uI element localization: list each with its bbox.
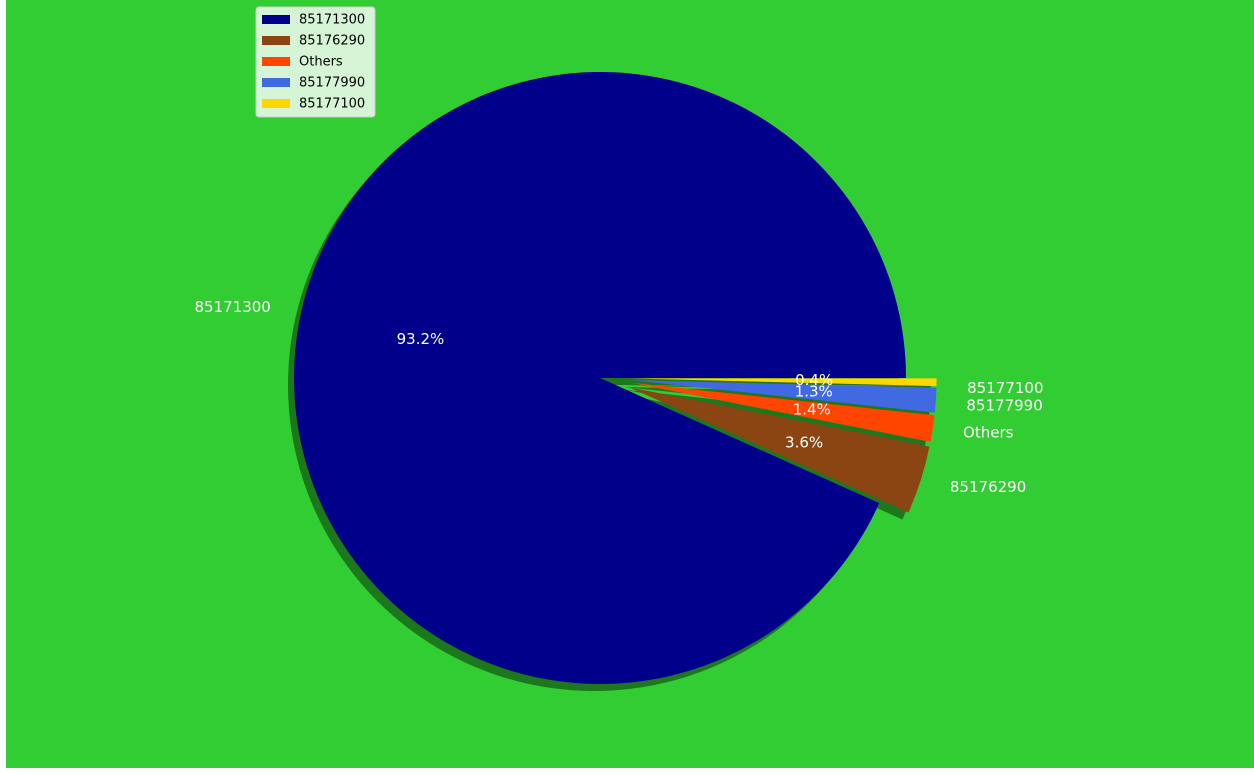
pie-slice-85177990 — [630, 380, 937, 413]
slice-percent-label: 3.6% — [785, 433, 823, 451]
slice-label: Others — [963, 424, 1014, 442]
legend-label: Others — [299, 55, 343, 70]
legend-label: 85177990 — [299, 76, 365, 91]
slice-label: 85177990 — [966, 397, 1042, 415]
legend-label: 85177100 — [299, 97, 365, 112]
pie-slice-85171300 — [294, 72, 907, 685]
legend-swatch — [262, 99, 290, 108]
pie-chart: 85171300 93.2% 85176290 3.6% Others 1.4% 85177… — [6, 0, 1254, 768]
legend-box — [255, 6, 376, 118]
pie-slice-85176290 — [629, 387, 930, 513]
pie-slice-85177100 — [630, 378, 937, 387]
slice-percent-label: 0.4% — [795, 371, 833, 389]
pie-slice-others — [630, 382, 935, 442]
chart-canvas: 85171300 93.2% 85176290 3.6% Others 1.4% 85177… — [6, 0, 1254, 768]
legend: 85171300 85176290 Others 85177990 85177100 — [255, 6, 376, 118]
legend-swatch — [262, 78, 290, 87]
slice-percent-label: 1.4% — [793, 401, 831, 419]
slice-percent-label: 1.3% — [795, 383, 833, 401]
pie-slices — [294, 72, 937, 685]
legend-swatch — [262, 57, 290, 66]
legend-label: 85176290 — [299, 34, 365, 49]
legend-label: 85171300 — [299, 13, 365, 28]
legend-swatch — [262, 15, 290, 24]
slice-percent-label: 93.2% — [397, 330, 445, 348]
slice-label: 85171300 — [194, 298, 270, 316]
legend-swatch — [262, 36, 290, 45]
slice-label: 85176290 — [950, 478, 1026, 496]
slice-labels: 85171300 93.2% 85176290 3.6% Others 1.4% 85177… — [194, 298, 1043, 496]
slice-label: 85177100 — [967, 379, 1043, 397]
